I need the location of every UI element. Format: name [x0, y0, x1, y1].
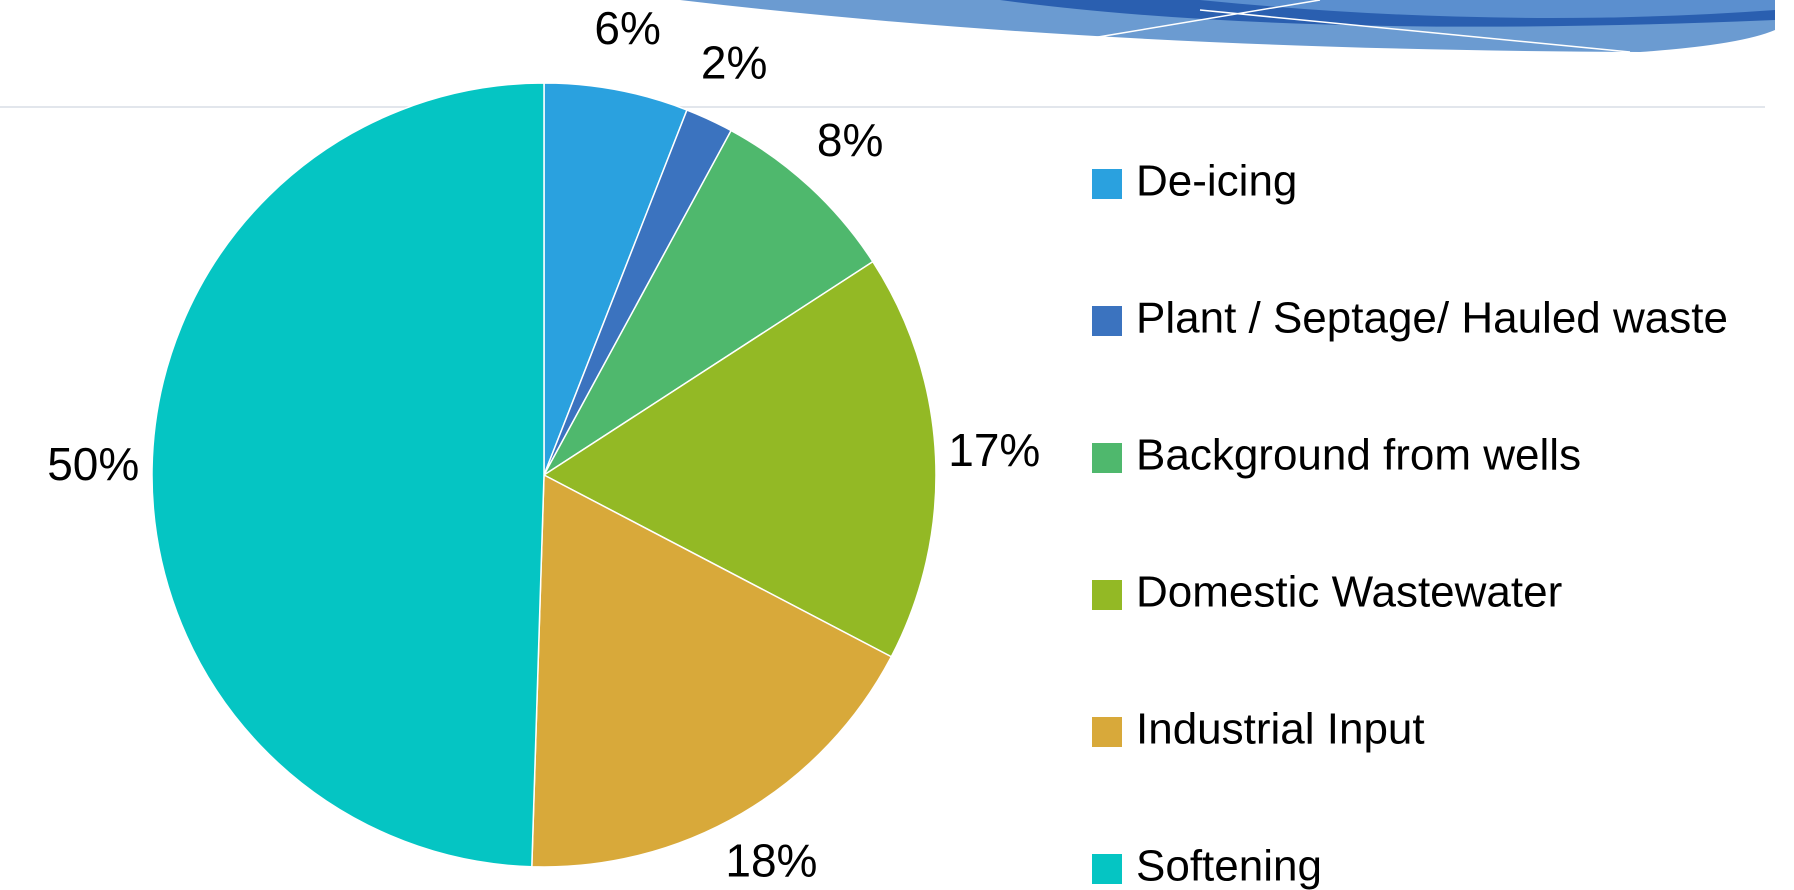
legend-label: De-icing	[1136, 157, 1297, 206]
legend-swatch	[1092, 717, 1122, 747]
data-label: 6%	[594, 2, 660, 54]
legend-label: Softening	[1136, 842, 1322, 890]
chart: 6% 2% 8% 17% 18% 50% De-icing Plant / Septage/ …	[0, 0, 1794, 890]
legend-swatch	[1092, 580, 1122, 610]
legend-swatch	[1092, 854, 1122, 884]
legend-label: Plant / Septage/ Hauled waste	[1136, 294, 1728, 343]
data-label: 2%	[701, 36, 767, 88]
legend-label: Domestic Wastewater	[1136, 568, 1562, 617]
data-label: 18%	[725, 834, 817, 886]
pie-slice	[152, 83, 544, 867]
legend-swatch	[1092, 169, 1122, 199]
decoration	[0, 0, 1775, 107]
legend-swatch	[1092, 443, 1122, 473]
legend-swatch	[1092, 306, 1122, 336]
data-label: 17%	[948, 424, 1040, 476]
legend-label: Background from wells	[1136, 431, 1581, 480]
data-label: 8%	[817, 114, 883, 166]
page: 6% 2% 8% 17% 18% 50% De-icing Plant / Septage/ …	[0, 0, 1794, 890]
data-label: 50%	[47, 438, 139, 490]
legend-label: Industrial Input	[1136, 705, 1425, 754]
